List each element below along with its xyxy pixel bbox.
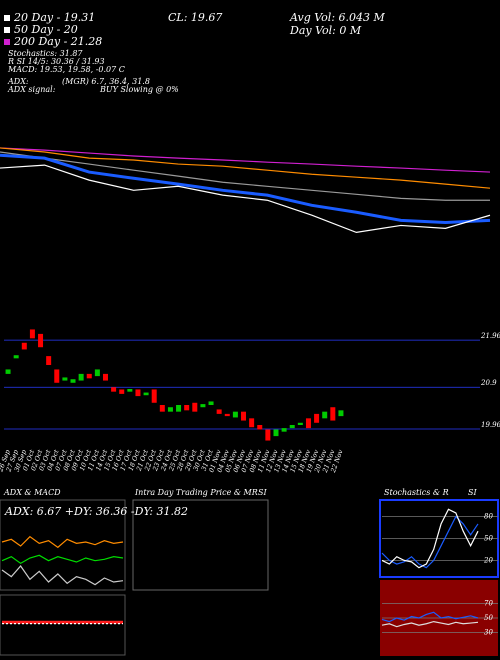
y-tick-label: 21.96 bbox=[480, 332, 500, 340]
series-line bbox=[0, 164, 491, 234]
header-line: 50 Day - 20 bbox=[14, 23, 78, 36]
candle bbox=[46, 356, 52, 365]
panel-frame bbox=[132, 499, 269, 591]
candle bbox=[78, 373, 84, 381]
header-line: Stochastics: 31.87 bbox=[8, 49, 83, 58]
candle bbox=[232, 411, 238, 418]
y-tick-label: 20.9 bbox=[480, 379, 497, 387]
candle bbox=[273, 429, 279, 437]
panel-label: ADX: 6.67 +DY: 36.36 -DY: 31.82 bbox=[4, 505, 188, 518]
y-tick-label: 19.96 bbox=[481, 421, 500, 429]
candle bbox=[200, 404, 206, 408]
candle bbox=[257, 425, 263, 430]
series-line bbox=[381, 611, 479, 623]
y-tick-label: 70 bbox=[484, 600, 493, 608]
header-line: (MGR) 6.7, 36.4, 31.8 bbox=[62, 77, 150, 86]
y-tick-label: 50 bbox=[484, 535, 493, 543]
header-line: BUY Slowing @ 0% bbox=[99, 85, 179, 94]
close: CL: 19.67 bbox=[168, 11, 222, 24]
candle bbox=[38, 333, 44, 348]
candle bbox=[208, 401, 214, 405]
candle bbox=[119, 389, 125, 394]
panel-title: SI bbox=[468, 488, 477, 497]
y-tick-label: 30 bbox=[484, 628, 493, 636]
candle bbox=[135, 389, 141, 397]
swatch bbox=[4, 15, 10, 21]
candle bbox=[5, 369, 11, 374]
series-line bbox=[381, 515, 479, 569]
series-line bbox=[0, 153, 491, 224]
candle bbox=[281, 428, 287, 432]
panel-title: SI bbox=[258, 488, 267, 497]
swatch bbox=[4, 39, 10, 45]
candle bbox=[305, 418, 311, 429]
series-line bbox=[381, 620, 479, 628]
candle bbox=[338, 410, 344, 417]
header-line: ADX: bbox=[7, 77, 29, 86]
series-line bbox=[381, 508, 479, 569]
header-line: 20 Day - 19.31 bbox=[13, 11, 95, 24]
panel-title: ADX & MACD bbox=[3, 488, 61, 497]
candle bbox=[224, 413, 230, 417]
series-line bbox=[1, 535, 124, 549]
candle bbox=[86, 373, 92, 379]
candle bbox=[102, 373, 108, 381]
candle bbox=[330, 407, 336, 421]
candle bbox=[21, 342, 27, 350]
header-line: R SI 14/5: 30.36 / 31.93 bbox=[7, 57, 105, 66]
candle bbox=[151, 389, 157, 403]
series-line bbox=[0, 151, 490, 201]
candle bbox=[192, 402, 198, 412]
series-line bbox=[0, 147, 491, 173]
candle bbox=[54, 369, 60, 383]
avg-vol: Avg Vol: 6.043 M bbox=[289, 11, 386, 24]
candle bbox=[241, 411, 247, 421]
header-line: 200 Day - 21.28 bbox=[13, 35, 102, 48]
candle bbox=[167, 407, 173, 412]
candle bbox=[159, 405, 165, 412]
candle bbox=[184, 405, 190, 411]
header-line: MACD: 19.53, 19.58, -0.07 C bbox=[7, 65, 125, 74]
candle bbox=[216, 409, 222, 414]
panel-frame bbox=[0, 499, 126, 591]
series-line bbox=[0, 147, 491, 189]
candle bbox=[29, 329, 35, 339]
candle bbox=[322, 411, 328, 419]
candle bbox=[94, 369, 100, 377]
candle bbox=[314, 413, 320, 423]
candle bbox=[297, 422, 303, 425]
panel-title: Stochastics & R bbox=[384, 488, 449, 497]
candle bbox=[176, 405, 182, 412]
day-vol: Day Vol: 0 M bbox=[289, 24, 362, 37]
y-tick-label: 20 bbox=[483, 556, 493, 564]
header-line: ADX signal: bbox=[7, 85, 56, 94]
candle bbox=[289, 425, 295, 429]
candle bbox=[70, 379, 76, 383]
y-tick-label: 50 bbox=[484, 614, 493, 622]
panel-frame bbox=[0, 594, 126, 656]
candle bbox=[127, 389, 133, 392]
y-tick-label: 80 bbox=[484, 513, 493, 521]
candle bbox=[62, 377, 68, 381]
candle bbox=[143, 392, 149, 396]
candle bbox=[265, 429, 271, 441]
candle bbox=[111, 387, 117, 392]
series-line bbox=[1, 565, 124, 586]
swatch bbox=[4, 27, 10, 33]
candle bbox=[249, 418, 255, 428]
series-line bbox=[1, 554, 124, 565]
candle bbox=[13, 355, 19, 359]
panel-title: Intra Day Trading Price & MR bbox=[134, 488, 258, 497]
